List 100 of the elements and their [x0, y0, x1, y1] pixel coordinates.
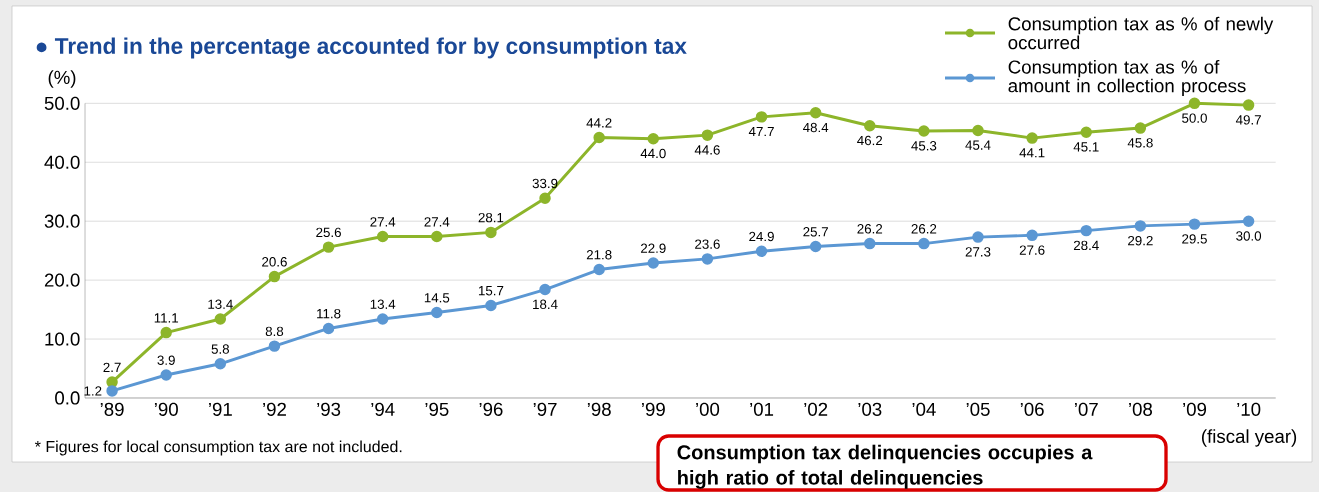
x-tick-label: ’96 — [479, 402, 503, 416]
point — [1080, 224, 1092, 237]
x-tick-label: ’92 — [263, 402, 286, 416]
point — [918, 237, 930, 250]
point — [106, 376, 118, 388]
point — [701, 253, 714, 265]
data-label: 47.7 — [748, 126, 774, 137]
data-label: 13.4 — [208, 299, 233, 309]
point — [1242, 215, 1255, 227]
x-tick-label: ’00 — [696, 402, 720, 416]
point — [431, 306, 443, 319]
data-label: 46.2 — [857, 135, 883, 146]
point — [972, 124, 984, 137]
x-tick-label: ’93 — [317, 402, 341, 416]
data-label: 5.8 — [211, 344, 230, 354]
data-label: 44.1 — [1019, 148, 1045, 158]
data-label: 20.6 — [262, 257, 287, 267]
point — [1080, 126, 1092, 138]
legend-label: Consumption tax as % of amount in collection process — [1008, 59, 1246, 96]
y-tick-label: 10.0 — [45, 332, 80, 346]
chart-title: ● Trend in the percentage accounted for by consumption tax — [36, 37, 687, 59]
point — [1188, 97, 1201, 109]
data-label: 21.8 — [586, 249, 612, 260]
data-label: 11.8 — [317, 308, 341, 319]
y-tick-label: 20.0 — [44, 273, 80, 287]
data-label: 26.2 — [857, 224, 883, 234]
data-label: 27.4 — [424, 217, 450, 227]
data-label: 49.7 — [1235, 115, 1261, 125]
data-label: 45.3 — [911, 140, 937, 151]
point — [918, 125, 930, 137]
point — [485, 226, 497, 239]
data-label: 30.0 — [1236, 231, 1262, 241]
data-label: 27.3 — [965, 247, 991, 257]
data-label: 14.5 — [424, 293, 450, 303]
x-tick-label: ’97 — [533, 402, 557, 416]
point — [214, 313, 227, 325]
point — [809, 240, 822, 253]
data-label: 15.7 — [478, 286, 504, 296]
x-tick-label: ’06 — [1020, 402, 1044, 416]
point — [647, 257, 660, 269]
x-tick-label: ’02 — [804, 402, 828, 416]
data-label: 8.8 — [265, 326, 284, 336]
point — [1134, 122, 1147, 134]
x-tick-label: ’07 — [1074, 402, 1098, 416]
legend-label: Consumption tax as % of newly occurred — [1008, 16, 1274, 50]
point — [106, 385, 118, 397]
data-label: 48.4 — [802, 122, 829, 133]
point — [539, 283, 551, 296]
x-tick-label: ’99 — [641, 402, 665, 416]
x-axis-title: (fiscal year) — [1201, 429, 1297, 447]
x-tick-label: ’09 — [1183, 402, 1207, 416]
data-label: 18.4 — [533, 299, 558, 309]
point — [214, 357, 227, 370]
data-label: 3.9 — [157, 355, 175, 365]
x-tick-label: ’90 — [154, 402, 178, 416]
data-label: 13.4 — [370, 299, 396, 309]
point — [1242, 99, 1255, 111]
point — [376, 313, 389, 325]
y-tick-label: 50.0 — [44, 96, 80, 110]
point — [593, 263, 605, 276]
point — [160, 369, 172, 381]
x-tick-label: ’04 — [912, 402, 936, 416]
data-label: 27.6 — [1019, 245, 1045, 255]
data-label: 22.9 — [640, 243, 666, 253]
data-label: 27.4 — [370, 217, 396, 227]
point — [1026, 132, 1038, 144]
x-tick-label: ’05 — [966, 402, 990, 416]
point — [1026, 229, 1038, 241]
data-label: 23.6 — [695, 239, 720, 249]
point — [1188, 218, 1201, 230]
x-tick-label: ’08 — [1129, 402, 1153, 416]
text: Consumption tax delinquencies occupies a high ratio of total delinquencies — [677, 444, 1093, 489]
point — [268, 340, 281, 352]
point — [1134, 220, 1147, 232]
point — [268, 270, 281, 283]
point — [647, 132, 660, 145]
data-label: 25.6 — [316, 227, 341, 237]
point — [755, 111, 768, 123]
x-tick-label: ’94 — [371, 402, 395, 416]
data-label: 1.2 — [84, 386, 102, 396]
text: * Figures for local consumption tax are not included. — [34, 440, 402, 456]
y-tick-label: 0.0 — [55, 391, 80, 405]
data-label: 28.1 — [478, 212, 504, 223]
point — [376, 230, 389, 243]
data-label: 2.7 — [103, 362, 121, 372]
data-label: 26.2 — [911, 224, 937, 234]
data-label: 29.5 — [1182, 234, 1207, 244]
data-label: 45.4 — [965, 140, 991, 150]
x-tick-label: ’03 — [858, 402, 882, 416]
point — [809, 106, 822, 119]
point — [322, 322, 335, 335]
y-tick-label: 40.0 — [44, 155, 80, 169]
x-tick-label: ’01 — [750, 402, 774, 416]
x-tick-label: ’95 — [425, 402, 449, 416]
data-label: 11.1 — [154, 313, 179, 323]
point — [972, 231, 984, 243]
data-label: 28.4 — [1073, 240, 1099, 251]
point — [431, 230, 443, 243]
data-label: 45.8 — [1127, 138, 1153, 148]
y-tick-label: 30.0 — [44, 214, 80, 228]
